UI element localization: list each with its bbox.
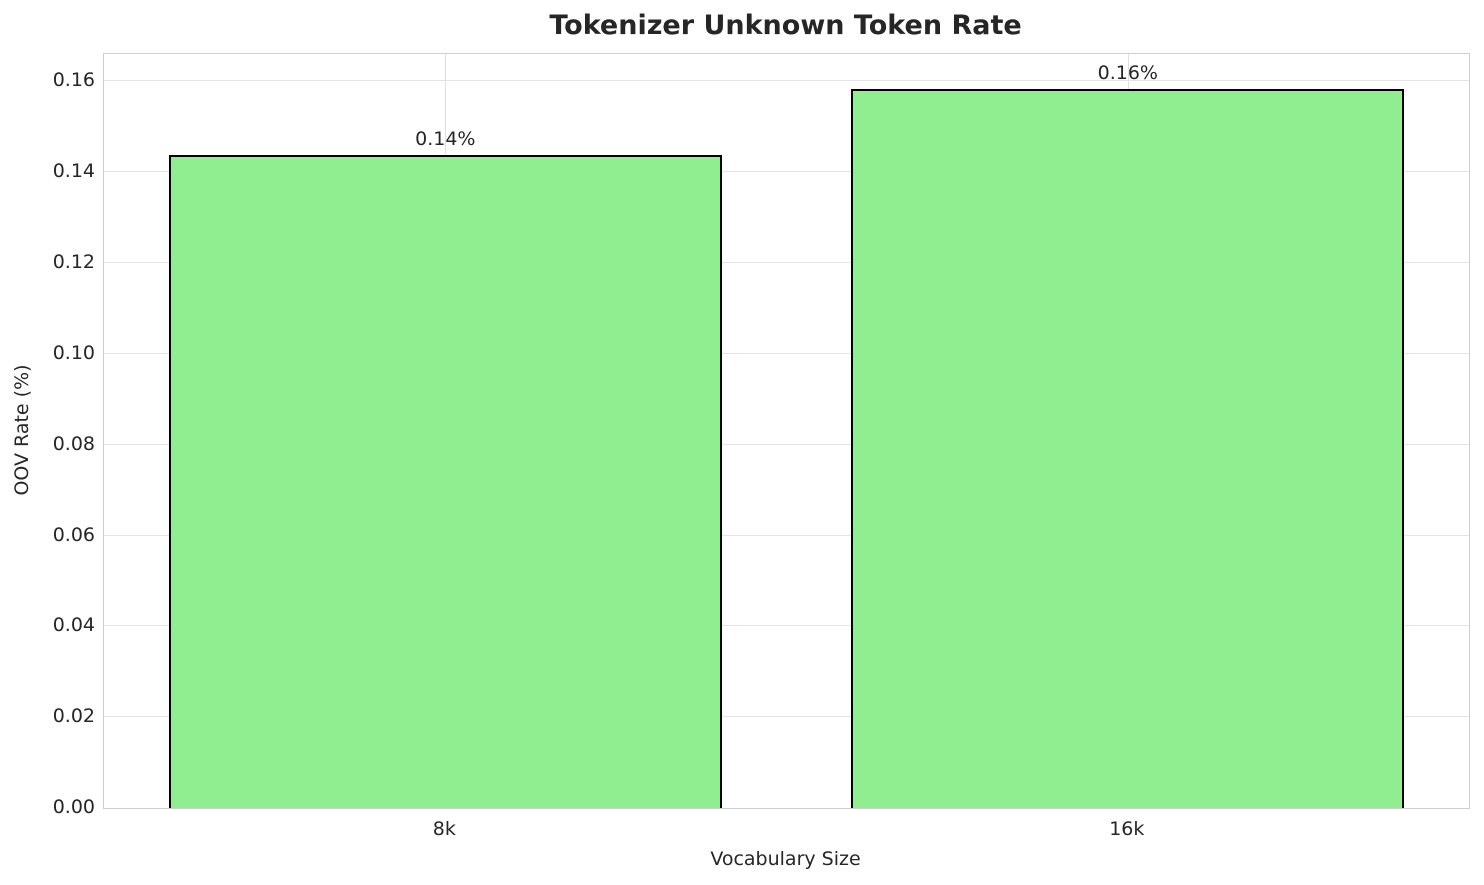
y-tick-label: 0.14 (52, 160, 95, 183)
h-gridline (104, 625, 1469, 627)
h-gridline (104, 716, 1469, 718)
y-tick-label: 0.00 (52, 796, 95, 818)
h-gridline (104, 534, 1469, 536)
y-tick-label: 0.04 (52, 614, 95, 637)
bar-value-label: 0.16% (1097, 61, 1158, 84)
h-gridline (104, 171, 1469, 173)
y-tick-label: 0.10 (52, 341, 95, 364)
y-tick-label: 0.02 (52, 705, 95, 728)
h-gridline (104, 80, 1469, 82)
y-tick-label: 0.12 (52, 250, 95, 273)
x-tick-label: 8k (432, 818, 456, 840)
h-gridline (104, 352, 1469, 354)
bar (851, 88, 1405, 808)
bar (168, 155, 722, 808)
h-gridline (104, 443, 1469, 445)
plot-area: 0.14% 0.16% (103, 53, 1470, 809)
y-tick-label: 0.08 (52, 432, 95, 455)
x-axis-label: Vocabulary Size (710, 848, 861, 870)
chart-title: Tokenizer Unknown Token Rate (549, 10, 1022, 41)
x-tick-label: 16k (1109, 818, 1145, 840)
bar-value-label: 0.14% (415, 128, 476, 151)
y-tick-label: 0.06 (52, 523, 95, 546)
y-axis-label: OOV Rate (%) (11, 364, 33, 496)
h-gridline (104, 261, 1469, 263)
y-tick-label: 0.16 (52, 69, 95, 92)
